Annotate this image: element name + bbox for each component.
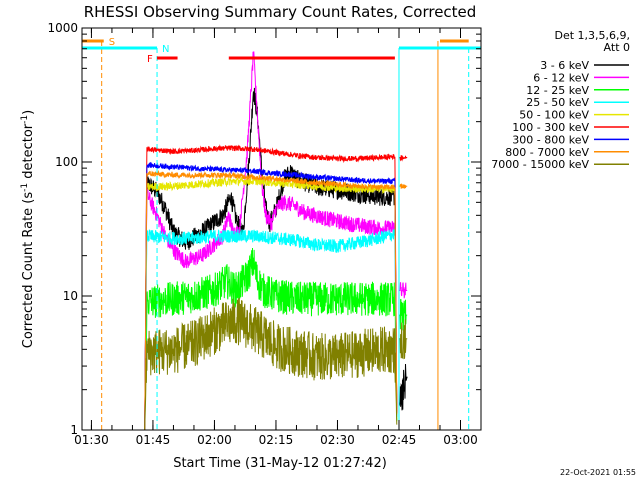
series-line bbox=[144, 169, 398, 431]
legend-entry-label: 100 - 300 keV bbox=[512, 121, 589, 134]
x-tick-label: 01:30 bbox=[74, 433, 109, 447]
legend-entry-label: 6 - 12 keV bbox=[533, 71, 589, 84]
y-axis-label-part: detector bbox=[21, 123, 36, 183]
x-tick-label: 02:30 bbox=[320, 433, 355, 447]
footer-date: 22-Oct-2021 01:55 bbox=[560, 468, 636, 477]
legend-entry-label: 3 - 6 keV bbox=[540, 59, 589, 72]
x-tick-label: 01:45 bbox=[136, 433, 171, 447]
legend-entry-label: 50 - 100 keV bbox=[519, 109, 589, 122]
flag-label: N bbox=[162, 44, 169, 55]
chart-title: RHESSI Observing Summary Count Rates, Co… bbox=[84, 3, 477, 21]
y-axis-label-part: ) bbox=[21, 110, 36, 115]
series-tail-line bbox=[399, 155, 408, 162]
y-tick-label: 100 bbox=[55, 155, 78, 169]
legend-entry-label: 7000 - 15000 keV bbox=[491, 158, 589, 171]
series-line bbox=[144, 227, 398, 431]
series-tail-line bbox=[398, 363, 408, 411]
axis-layer: 1 10 100 1000 01:30 01:45 02:00 02:15 02:30 02:45… bbox=[47, 21, 482, 447]
plot-frame bbox=[81, 27, 482, 431]
legend-entry-label: 800 - 7000 keV bbox=[505, 146, 589, 159]
series-tail-line bbox=[399, 319, 408, 360]
y-axis-label-part: Corrected Count Rate (s bbox=[21, 192, 36, 349]
series-line bbox=[144, 297, 398, 431]
y-axis-label: Corrected Count Rate (s-1 detector-1) bbox=[20, 110, 36, 348]
series-tail-line bbox=[399, 298, 408, 331]
x-tick-label: 02:45 bbox=[382, 433, 417, 447]
flag-layer: S NF bbox=[82, 37, 481, 430]
flag-label: S bbox=[109, 37, 115, 48]
y-tick-label: 1 bbox=[70, 423, 78, 437]
legend-header-line: Det 1,3,5,6,9, bbox=[554, 29, 630, 42]
legend-entry-label: 25 - 50 keV bbox=[526, 96, 589, 109]
series-line bbox=[144, 161, 398, 431]
legend-header-line: Att 0 bbox=[604, 41, 630, 54]
series-line bbox=[144, 175, 398, 431]
y-tick-label: 1000 bbox=[47, 21, 78, 35]
series-line bbox=[144, 51, 398, 431]
legend-entry-label: 300 - 800 keV bbox=[512, 133, 589, 146]
series-line bbox=[144, 247, 398, 431]
x-axis-label: Start Time (31-May-12 01:27:42) bbox=[173, 456, 387, 471]
series-layer bbox=[144, 51, 408, 431]
series-tail-line bbox=[399, 281, 408, 299]
series-tail-line bbox=[399, 183, 408, 189]
flag-label: F bbox=[147, 54, 153, 65]
x-tick-label: 02:00 bbox=[197, 433, 232, 447]
y-axis-label-sup: -1 bbox=[20, 115, 30, 124]
series-line bbox=[144, 144, 398, 431]
x-tick-label: 02:15 bbox=[259, 433, 294, 447]
y-axis-label-sup: -1 bbox=[20, 183, 30, 192]
x-tick-label: 03:00 bbox=[443, 433, 478, 447]
y-tick-label: 10 bbox=[63, 289, 78, 303]
legend-entry-label: 12 - 25 keV bbox=[526, 84, 589, 97]
